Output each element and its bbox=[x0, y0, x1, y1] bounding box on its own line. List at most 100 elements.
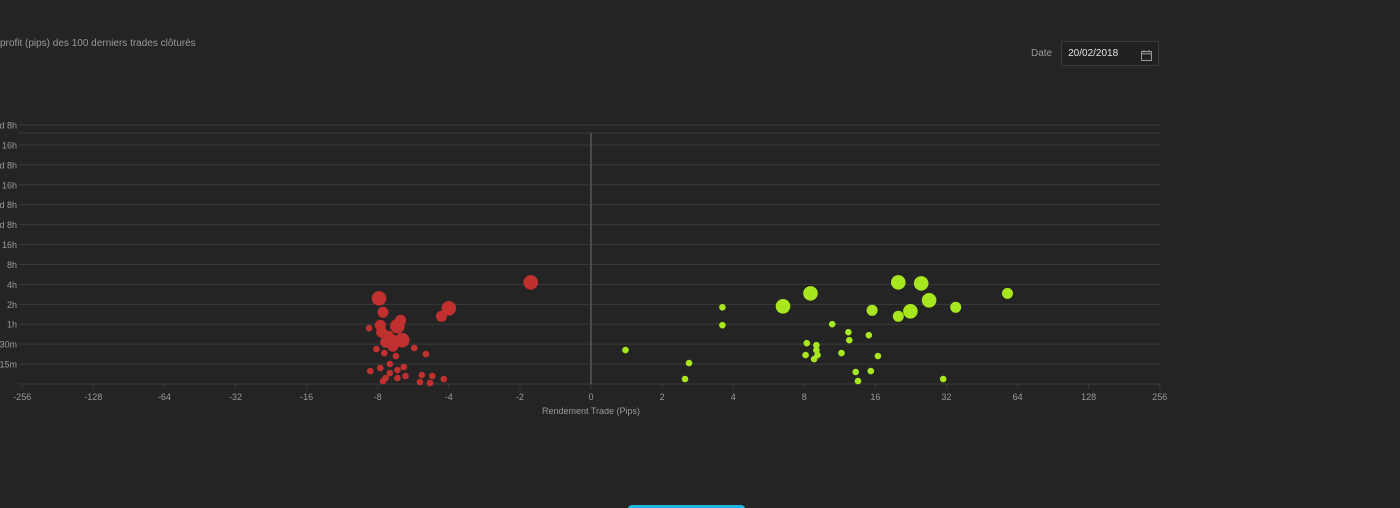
loss-point[interactable] bbox=[386, 360, 394, 368]
y-tick-label: 8h bbox=[7, 260, 17, 270]
profit-point[interactable] bbox=[685, 359, 693, 367]
x-tick-label: 128 bbox=[1081, 392, 1096, 402]
y-tick-label: 16h bbox=[2, 240, 17, 250]
x-tick-label: -8 bbox=[374, 392, 382, 402]
y-tick-label: 16h bbox=[2, 180, 17, 190]
loss-point[interactable] bbox=[416, 378, 424, 386]
profit-point[interactable] bbox=[874, 352, 882, 360]
date-input[interactable] bbox=[1068, 42, 1139, 65]
loss-point[interactable] bbox=[418, 371, 426, 379]
profit-point[interactable] bbox=[903, 304, 918, 319]
x-axis: -256 -128 -64 -32 -16 -8 -4 -2 0 2 4 8 16 32 64 128 256 bbox=[13, 384, 1167, 402]
profit-point[interactable] bbox=[939, 375, 947, 383]
loss-point[interactable] bbox=[394, 374, 401, 382]
loss-point[interactable] bbox=[367, 367, 374, 375]
x-tick-label: -256 bbox=[13, 392, 31, 402]
y-tick-label: 1h bbox=[7, 320, 17, 330]
loss-point[interactable] bbox=[440, 375, 448, 383]
y-tick-label: 16h bbox=[2, 140, 17, 150]
loss-point[interactable] bbox=[429, 372, 436, 380]
loss-point[interactable] bbox=[422, 350, 430, 358]
x-tick-label: 0 bbox=[588, 392, 593, 402]
loss-point[interactable] bbox=[387, 340, 399, 352]
x-tick-label: 2 bbox=[660, 392, 665, 402]
profit-point[interactable] bbox=[622, 346, 629, 354]
profit-point[interactable] bbox=[803, 286, 818, 301]
x-tick-label: -32 bbox=[229, 392, 242, 402]
profit-point[interactable] bbox=[813, 346, 820, 354]
loss-point[interactable] bbox=[426, 379, 434, 387]
profit-point[interactable] bbox=[838, 349, 845, 357]
profit-point[interactable] bbox=[828, 320, 836, 328]
loss-point[interactable] bbox=[394, 366, 401, 374]
loss-point[interactable] bbox=[435, 310, 447, 322]
y-tick-label: 30m bbox=[0, 340, 17, 350]
profit-point[interactable] bbox=[802, 351, 809, 359]
x-tick-label: 8 bbox=[802, 392, 807, 402]
loss-point[interactable] bbox=[523, 275, 538, 290]
loss-point[interactable] bbox=[441, 301, 457, 316]
loss-point[interactable] bbox=[377, 364, 384, 372]
y-tick-label: d 8h bbox=[0, 160, 17, 170]
date-label: Date bbox=[1031, 48, 1053, 59]
loss-point[interactable] bbox=[394, 332, 410, 348]
date-field[interactable] bbox=[1061, 41, 1160, 66]
profit-point[interactable] bbox=[810, 355, 818, 363]
loss-point[interactable] bbox=[377, 306, 389, 318]
loss-point[interactable] bbox=[379, 377, 387, 385]
profit-point[interactable] bbox=[775, 299, 791, 314]
profit-point[interactable] bbox=[846, 336, 853, 344]
y-tick-label: d 8h bbox=[0, 200, 17, 210]
loss-point[interactable] bbox=[390, 318, 405, 334]
loss-point[interactable] bbox=[373, 345, 380, 353]
profit-point[interactable] bbox=[719, 321, 726, 329]
loss-point[interactable] bbox=[386, 369, 394, 377]
profit-point[interactable] bbox=[913, 276, 929, 291]
loss-point[interactable] bbox=[392, 352, 400, 360]
profit-point[interactable] bbox=[891, 275, 906, 290]
loss-point[interactable] bbox=[381, 349, 388, 357]
loss-point[interactable] bbox=[400, 363, 408, 371]
profit-point[interactable] bbox=[950, 301, 962, 313]
y-tick-label: 4h bbox=[7, 280, 17, 290]
profit-point[interactable] bbox=[681, 375, 689, 383]
loss-point[interactable] bbox=[411, 344, 418, 352]
profit-point[interactable] bbox=[813, 341, 820, 349]
x-axis-label: Rendement Trade (Pips) bbox=[542, 406, 640, 416]
y-axis: 15m 30m 1h 2h 4h 8h 16h d 8h d 8h 16h d 8h 16h d 8h bbox=[0, 121, 17, 370]
profit-point[interactable] bbox=[865, 331, 873, 339]
x-tick-label: 256 bbox=[1152, 392, 1167, 402]
x-tick-label: -16 bbox=[300, 392, 313, 402]
x-tick-label: 64 bbox=[1013, 392, 1023, 402]
bottom-tab-button[interactable] bbox=[628, 505, 745, 508]
profit-point[interactable] bbox=[1002, 287, 1013, 299]
profit-point[interactable] bbox=[921, 293, 937, 308]
profit-point[interactable] bbox=[845, 328, 852, 336]
x-tick-label: -4 bbox=[445, 392, 453, 402]
y-tick-label: 2h bbox=[7, 300, 17, 310]
x-tick-label: 16 bbox=[870, 392, 880, 402]
data-points bbox=[365, 275, 1013, 387]
x-tick-label: -64 bbox=[158, 392, 171, 402]
x-tick-label: 4 bbox=[731, 392, 736, 402]
date-filter: Date bbox=[1031, 40, 1160, 67]
profit-point[interactable] bbox=[892, 310, 904, 322]
loss-point[interactable] bbox=[371, 291, 387, 306]
x-tick-label: -128 bbox=[84, 392, 102, 402]
loss-point[interactable] bbox=[365, 324, 373, 332]
calendar-icon[interactable] bbox=[1141, 48, 1153, 61]
y-tick-label: d 8h bbox=[0, 220, 17, 230]
profit-point[interactable] bbox=[867, 367, 875, 375]
x-tick-label: 32 bbox=[941, 392, 951, 402]
profit-point[interactable] bbox=[803, 339, 811, 347]
profit-point[interactable] bbox=[866, 304, 878, 316]
y-tick-label: 15m bbox=[0, 360, 17, 370]
profit-point[interactable] bbox=[854, 377, 862, 385]
profit-point[interactable] bbox=[719, 304, 726, 311]
grid bbox=[19, 124, 1161, 385]
chart-title: profit (pips) des 100 derniers trades cl… bbox=[0, 38, 196, 49]
y-tick-label: d 8h bbox=[0, 121, 17, 131]
loss-point[interactable] bbox=[402, 372, 409, 380]
profit-point[interactable] bbox=[852, 368, 859, 376]
